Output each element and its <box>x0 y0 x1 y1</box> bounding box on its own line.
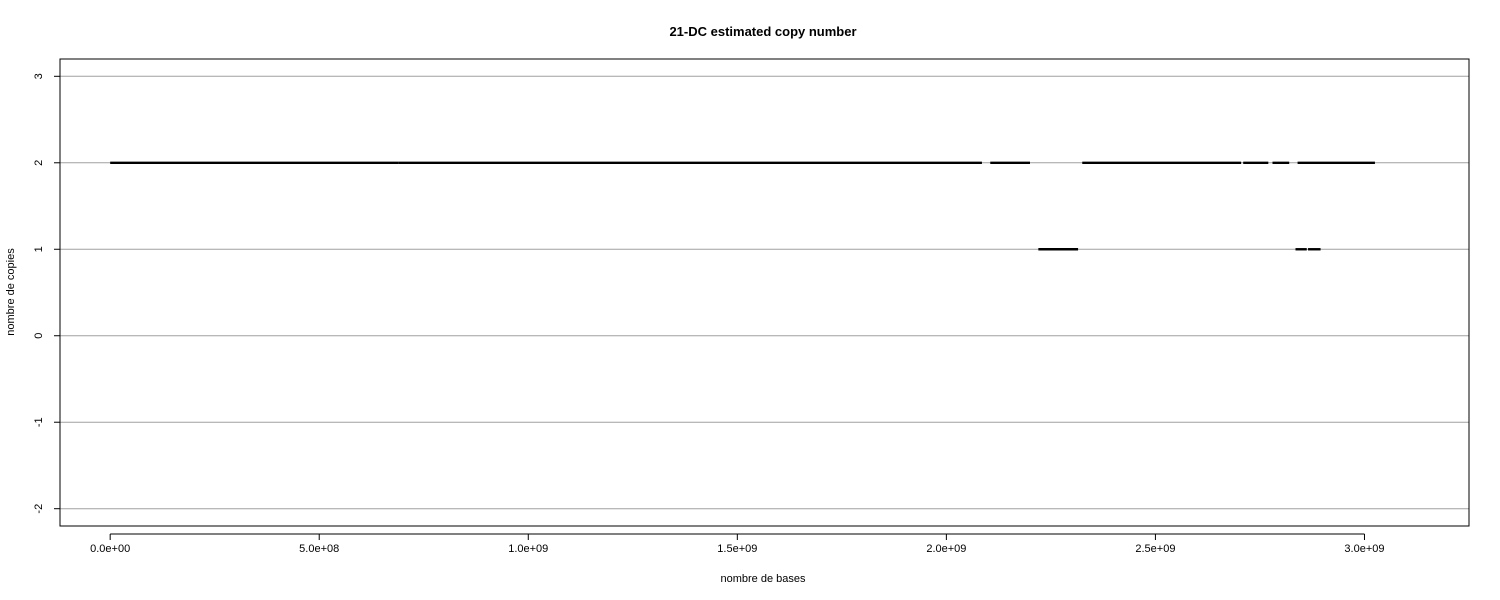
y-tick-label: 0 <box>33 333 45 339</box>
x-tick-label: 1.0e+09 <box>508 543 548 555</box>
y-tick-label: 1 <box>33 246 45 252</box>
chart-title: 21-DC estimated copy number <box>669 24 856 39</box>
x-tick-label: 0.0e+00 <box>90 543 130 555</box>
y-tick-label: 2 <box>33 160 45 166</box>
plot-frame <box>59 58 1470 527</box>
y-tick-label: 3 <box>33 73 45 79</box>
x-tick-label: 3.0e+09 <box>1344 543 1384 555</box>
x-tick-label: 1.5e+09 <box>717 543 757 555</box>
x-axis-label: nombre de bases <box>721 573 806 585</box>
x-tick-label: 2.5e+09 <box>1135 543 1175 555</box>
grid-layer <box>60 75 1469 510</box>
axis-layer: -2 -1 0 1 2 3 0.0e+00 5.0e+08 1.0e+09 1.5e+09 2.0e… <box>33 73 1385 555</box>
data-layer <box>110 161 1375 251</box>
y-axis-label: nombre de copies <box>5 248 17 336</box>
x-tick-label: 2.0e+09 <box>926 543 966 555</box>
y-tick-label: -2 <box>33 504 45 514</box>
y-tick-label: -1 <box>33 417 45 427</box>
x-tick-label: 5.0e+08 <box>299 543 339 555</box>
